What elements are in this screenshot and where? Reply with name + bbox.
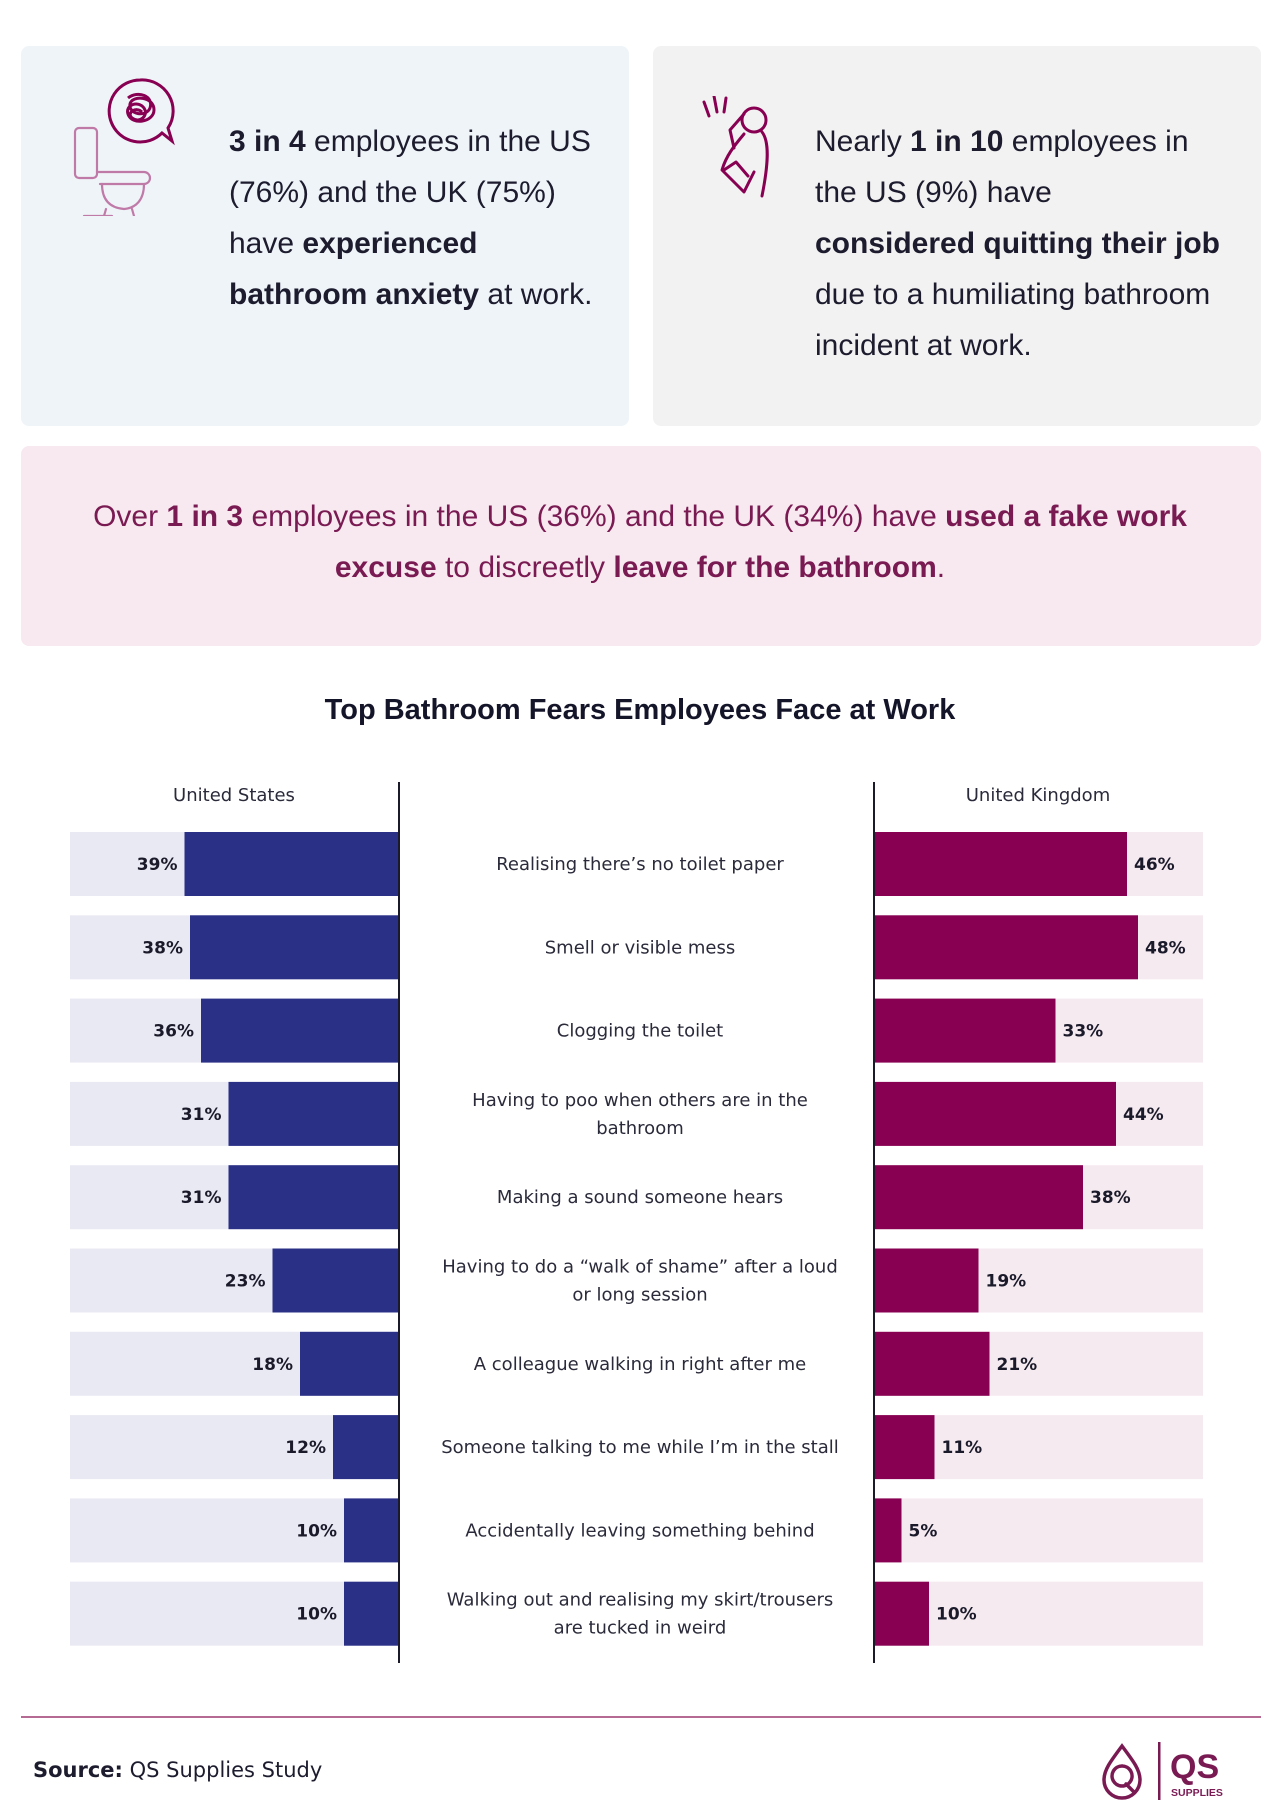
category-label: Smell or visible mess	[545, 937, 736, 958]
logo-wordmark: QS	[1170, 1748, 1219, 1786]
stat-quitting-ending: due to a humiliating bathroom incident a…	[815, 278, 1211, 362]
us-value-label: 31%	[181, 1188, 222, 1208]
footer-divider	[21, 1716, 1261, 1718]
stat-fake-excuse-highlight-phrase: used a fake work excuse	[334, 500, 1187, 584]
stat-anxiety-body: employees in the US (76%) and the UK (75…	[229, 125, 591, 260]
category-label: Walking out and realising my skirt/trous…	[447, 1590, 833, 1611]
stat-quitting-body: employees in the US (9%) have	[815, 125, 1189, 209]
uk-bar	[874, 998, 1056, 1063]
category-label: Having to do a “walk of shame” after a l…	[442, 1257, 838, 1278]
uk-bar	[874, 1498, 902, 1563]
stat-fake-excuse-lead: Over	[93, 500, 167, 533]
stat-quitting-highlight-phrase: considered quitting their job	[815, 227, 1220, 260]
us-value-label: 12%	[285, 1438, 326, 1458]
stat-card-anxiety	[21, 46, 629, 426]
qs-supplies-logo: QS SUPPLIES	[1102, 1742, 1223, 1800]
stat-quitting-text: Nearly 1 in 10 employees in the US (9%) …	[815, 116, 1220, 371]
uk-bar	[874, 1248, 979, 1313]
us-bar	[190, 915, 399, 980]
source-note: Source: QS Supplies Study	[33, 1758, 322, 1782]
uk-bar	[874, 832, 1127, 896]
category-label: Clogging the toilet	[557, 1021, 723, 1042]
category-label: Having to poo when others are in the	[472, 1090, 808, 1111]
uk-value-label: 10%	[936, 1605, 977, 1625]
us-bar	[344, 1498, 399, 1563]
us-value-label: 38%	[142, 938, 183, 958]
stat-fake-excuse-text: Over 1 in 3 employees in the US (36%) an…	[60, 491, 1220, 593]
uk-bar	[874, 1165, 1083, 1230]
category-label: are tucked in weird	[554, 1618, 727, 1639]
source-text: QS Supplies Study	[122, 1758, 323, 1782]
us-value-label: 36%	[153, 1022, 194, 1042]
chart-title: Top Bathroom Fears Employees Face at Wor…	[324, 694, 956, 726]
uk-value-label: 44%	[1123, 1105, 1164, 1125]
category-label: bathroom	[596, 1118, 684, 1139]
toilet-anxiety-icon	[73, 78, 175, 216]
stat-fake-excuse-middle: to discreetly	[436, 551, 614, 584]
us-value-label: 10%	[296, 1605, 337, 1625]
uk-bar	[874, 1581, 929, 1646]
us-bar	[228, 1081, 399, 1146]
uk-value-label: 5%	[909, 1521, 938, 1541]
uk-value-label: 21%	[997, 1355, 1038, 1375]
uk-value-label: 33%	[1063, 1022, 1104, 1042]
source-label: Source:	[33, 1758, 123, 1782]
uk-bar	[874, 1415, 935, 1480]
uk-value-label: 19%	[986, 1272, 1027, 1292]
stressed-employee-icon	[702, 96, 769, 198]
us-bar	[201, 998, 399, 1063]
category-label: Making a sound someone hears	[497, 1187, 783, 1208]
legend-us: United States	[173, 785, 295, 806]
stat-anxiety-highlight-phrase: experienced bathroom anxiety	[229, 227, 480, 311]
uk-bar	[874, 1331, 990, 1396]
category-label: A colleague walking in right after me	[474, 1354, 806, 1375]
uk-bar	[874, 915, 1138, 980]
uk-value-label: 46%	[1134, 855, 1175, 875]
us-bar	[272, 1248, 399, 1313]
stat-card-fake-excuse	[21, 446, 1261, 646]
stat-anxiety-highlight-ratio: 3 in 4	[229, 125, 306, 158]
stat-fake-excuse-body: employees in the US (36%) and the UK (34…	[243, 500, 946, 533]
us-bar	[228, 1165, 399, 1230]
us-value-label: 31%	[181, 1105, 222, 1125]
us-value-label: 23%	[225, 1272, 266, 1292]
stat-anxiety-text: 3 in 4 employees in the US (76%) and the…	[229, 116, 599, 320]
us-bar	[300, 1331, 399, 1396]
uk-value-label: 11%	[942, 1438, 983, 1458]
uk-bar-track	[874, 1498, 1203, 1563]
category-label: Someone talking to me while I’m in the s…	[441, 1437, 839, 1458]
us-bar	[184, 832, 399, 896]
logo-subtext: SUPPLIES	[1171, 1787, 1223, 1799]
stat-fake-excuse-period: .	[936, 551, 946, 584]
stat-anxiety-ending: at work.	[479, 278, 593, 311]
category-label: or long session	[572, 1285, 707, 1306]
uk-bar	[874, 1081, 1116, 1146]
us-value-label: 10%	[296, 1521, 337, 1541]
stat-quitting-lead: Nearly	[815, 125, 911, 158]
category-label: Realising there’s no toilet paper	[496, 854, 784, 875]
us-bar	[333, 1415, 399, 1480]
us-value-label: 18%	[252, 1355, 293, 1375]
uk-value-label: 38%	[1090, 1188, 1131, 1208]
stat-quitting-highlight-ratio: 1 in 10	[910, 125, 1004, 158]
legend-uk: United Kingdom	[966, 785, 1110, 806]
bathroom-fears-chart: United States United Kingdom 39% 46% Realisi…	[70, 782, 1203, 1663]
stat-fake-excuse-highlight-ratio: 1 in 3	[166, 500, 244, 533]
category-label: Accidentally leaving something behind	[465, 1520, 814, 1541]
stat-fake-excuse-highlight-action: leave for the bathroom	[613, 551, 937, 584]
uk-value-label: 48%	[1145, 938, 1186, 958]
us-bar	[344, 1581, 399, 1646]
us-value-label: 39%	[137, 855, 178, 875]
